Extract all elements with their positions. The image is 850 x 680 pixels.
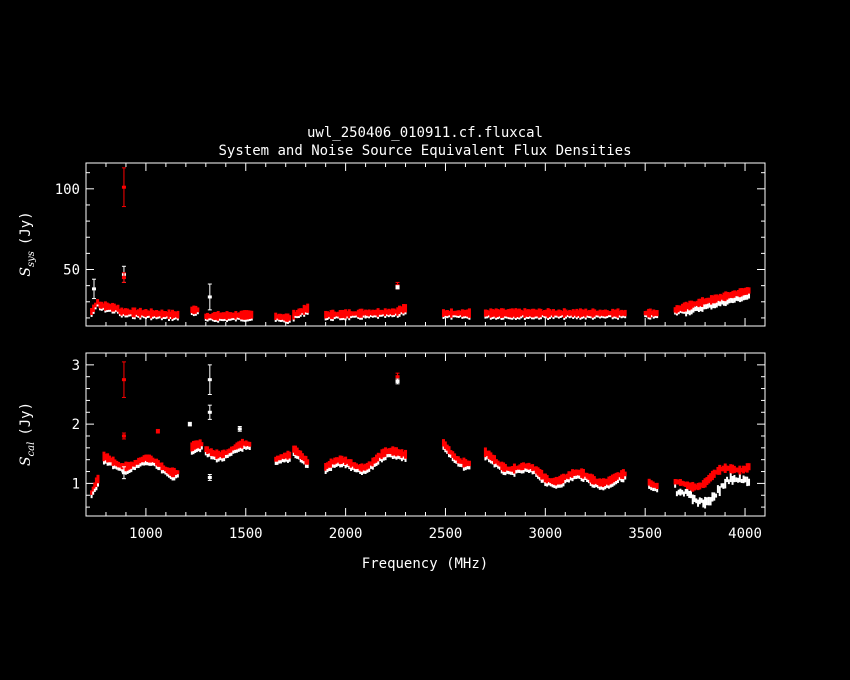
plot-frame <box>85 162 766 327</box>
top-y-label-unit: (Jy) <box>18 211 34 245</box>
top-y-label-sub: sys <box>26 251 37 267</box>
x-axis-label: Frequency (MHz) <box>362 556 488 572</box>
errorbar-point <box>121 378 126 382</box>
bottom-y-label-unit: (Jy) <box>18 402 34 436</box>
errorbar-point <box>121 434 126 438</box>
errorbar-point <box>207 475 212 479</box>
y-tick-label: 1 <box>72 476 80 492</box>
y-tick-label: 50 <box>63 263 80 279</box>
errorbar-point <box>395 285 400 289</box>
top-y-label-main: S <box>18 267 34 277</box>
errorbar-point <box>121 185 126 189</box>
plot-frame <box>85 352 766 517</box>
y-tick-label: 100 <box>55 182 80 198</box>
bottom-panel: 1 2 3 1000 1500 2000 2500 3000 3500 4000 <box>72 352 766 542</box>
errorbar-point <box>207 410 212 414</box>
chart-subtitle: System and Noise Source Equivalent Flux … <box>218 143 631 159</box>
x-tick-label: 3000 <box>528 526 562 542</box>
chart-title: uwl_250406_010911.cf.fluxcal <box>307 125 543 141</box>
errorbar-point <box>207 378 212 382</box>
errorbar-point <box>395 379 400 383</box>
errorbar-point <box>155 429 160 433</box>
x-tick-label: 2500 <box>429 526 463 542</box>
x-tick-label: 4000 <box>728 526 762 542</box>
x-tick-label: 1500 <box>229 526 263 542</box>
errorbar-point <box>187 422 192 426</box>
bottom-y-label-sub: cal <box>26 442 37 457</box>
y-tick-label: 2 <box>72 417 80 433</box>
errorbar-point <box>121 276 126 280</box>
x-tick-label: 2000 <box>329 526 363 542</box>
errorbar-point <box>207 295 212 299</box>
errorbar-point <box>395 375 400 379</box>
bottom-y-axis-label: Scal (Jy) <box>18 402 37 466</box>
x-tick-label: 3500 <box>628 526 662 542</box>
bottom-y-label-main: S <box>18 456 34 466</box>
y-tick-label: 3 <box>72 358 80 374</box>
top-y-axis-label: Ssys (Jy) <box>18 211 37 276</box>
errorbar-point <box>91 287 96 291</box>
top-panel: 50 100 <box>55 162 766 327</box>
errorbar-point <box>121 471 126 475</box>
errorbar-point <box>237 427 242 431</box>
x-tick-label: 1000 <box>129 526 163 542</box>
